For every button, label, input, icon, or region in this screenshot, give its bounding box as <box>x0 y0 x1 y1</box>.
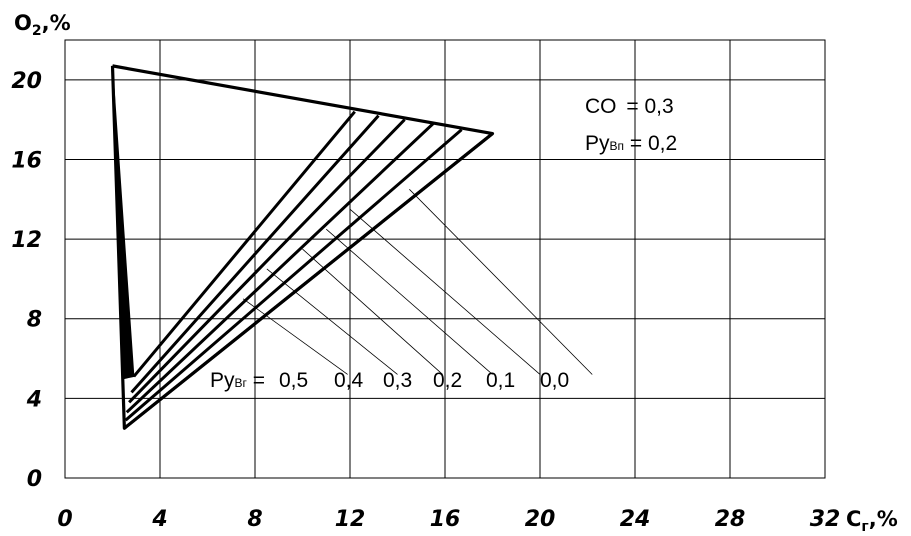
x-axis-label-sub: г <box>861 519 868 535</box>
leader-line-1 <box>266 268 398 375</box>
y-axis-label-sub: 2 <box>32 23 42 39</box>
svg-text:O2,%: O2,% <box>14 11 71 39</box>
annotation-ryvn-sub: Вп <box>610 139 625 153</box>
x-tick-label-7: 28 <box>715 507 746 532</box>
annotation-ryvn-value: = 0,2 <box>630 132 677 155</box>
annotation-ryvg-prefix: = <box>253 369 265 392</box>
x-tick-label-1: 4 <box>151 507 167 532</box>
y-tick-label-4: 16 <box>11 148 42 173</box>
annotation-co: CO = 0,3 <box>585 95 674 118</box>
x-tick-label-5: 20 <box>525 507 556 532</box>
x-tick-label-6: 24 <box>620 507 651 532</box>
ryvg-value-5: 0,0 <box>540 369 569 392</box>
y-tick-label-3: 12 <box>11 228 42 253</box>
x-tick-label-2: 8 <box>247 507 262 532</box>
annotation-ryvg-sub: Вг <box>235 376 248 390</box>
y-tick-label-1: 4 <box>26 387 42 412</box>
annotation-ryvg-label: Ру <box>210 369 235 392</box>
leader-line-4 <box>349 208 541 375</box>
ryvg-value-2: 0,3 <box>383 369 412 392</box>
svg-text:CO = 0,3: CO = 0,3 <box>585 95 674 118</box>
outline-triangle <box>110 64 495 430</box>
series-line-0 <box>132 110 356 378</box>
y-axis-label: O <box>14 11 32 35</box>
x-axis-label: C <box>846 507 861 531</box>
x-tick-label-3: 12 <box>335 507 366 532</box>
annotation-ryvn-label: Ру <box>585 132 610 155</box>
x-tick-label-4: 16 <box>430 507 461 532</box>
y-tick-label-0: 0 <box>27 467 42 492</box>
y-tick-label-2: 8 <box>27 308 42 333</box>
annotation-ryvn: РуВп = 0,2 <box>585 132 677 155</box>
y-ticks: 0 4 8 12 16 20 <box>11 69 42 492</box>
leader-line-2 <box>302 248 443 375</box>
x-tick-label-0: 0 <box>57 507 72 532</box>
ryvg-value-4: 0,1 <box>486 369 515 392</box>
y-tick-label-5: 20 <box>11 69 42 94</box>
ryvg-value-3: 0,2 <box>433 369 462 392</box>
series-line-2 <box>128 118 406 404</box>
ryvg-value-0: 0,5 <box>279 369 308 392</box>
annotation-co-label: CO <box>585 95 617 118</box>
svg-text:Cг,%: Cг,% <box>846 507 898 535</box>
leader-line-0 <box>242 298 348 375</box>
leader-line-5 <box>409 189 593 375</box>
y-axis-title: O2,% <box>14 11 71 39</box>
series-line-1 <box>130 114 380 394</box>
x-tick-label-8: 32 <box>810 507 841 532</box>
annotation-co-value: = 0,3 <box>626 95 673 118</box>
leader-line-3 <box>325 228 493 375</box>
annotation-ryvg: РуВг = 0,5 0,4 0,3 0,2 0,1 0,0 <box>210 369 569 392</box>
x-axis-label-unit: ,% <box>869 507 898 531</box>
series-line-3 <box>125 122 435 414</box>
svg-text:РуВп = 0,2: РуВп = 0,2 <box>585 132 677 155</box>
grid <box>64 39 826 479</box>
ryvg-value-1: 0,4 <box>334 369 364 392</box>
x-axis-title: Cг,% <box>846 507 898 535</box>
chart-marks <box>110 64 593 430</box>
series-line-4 <box>124 128 463 422</box>
y-axis-label-unit: ,% <box>42 11 71 35</box>
wedge-fill <box>112 65 135 380</box>
x-ticks: 0 4 8 12 16 20 24 28 32 <box>57 507 840 532</box>
svg-text:РуВг =: РуВг = <box>210 369 265 392</box>
